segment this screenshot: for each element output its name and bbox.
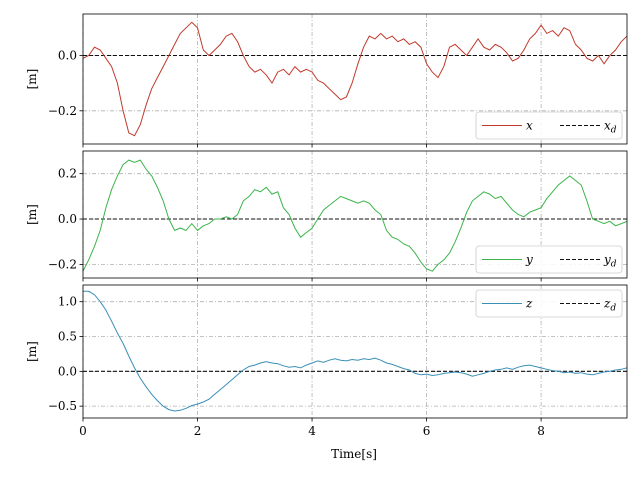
- y-tick-label-z-3: 1.0: [58, 295, 77, 309]
- y-tick-label-y-2: 0.2: [58, 167, 77, 181]
- x-tick-label-z-1: 2: [194, 424, 202, 438]
- y-tick-label-y-1: 0.0: [58, 212, 77, 226]
- series-line-x: [83, 21, 627, 137]
- y-axis-label-x: [m]: [25, 69, 39, 90]
- panel-x: −0.2 0.0 [m] x xd: [25, 13, 628, 148]
- y-tick-label-z-0: −0.5: [48, 399, 77, 413]
- y-tick-label-z-1: 0.0: [58, 364, 77, 378]
- y-tick-label-z-2: 0.5: [58, 330, 77, 344]
- legend-label-x: x: [526, 119, 533, 133]
- y-axis-label-y: [m]: [25, 204, 39, 225]
- legend-y: y yd: [475, 245, 623, 274]
- legend-x: x xd: [475, 111, 623, 140]
- series-line-y: [83, 159, 627, 272]
- axes-frame-y: [82, 150, 628, 279]
- y-tick-label-x-1: 0.0: [58, 48, 77, 62]
- series-line-z: [83, 290, 627, 412]
- legend-label-z: z: [525, 297, 533, 311]
- legend-box-x: [475, 111, 623, 140]
- axes-frame-z: [82, 284, 628, 419]
- x-axis-label: Time[s]: [331, 447, 377, 461]
- y-axis-label-z: [m]: [25, 341, 39, 362]
- legend-box-y: [475, 245, 623, 274]
- panel-y: −0.2 0.0 0.2 [m] y yd: [25, 150, 628, 282]
- axes-frame-x: [82, 13, 628, 145]
- x-tick-label-z-0: 0: [79, 424, 87, 438]
- x-tick-label-z-2: 4: [308, 424, 316, 438]
- y-tick-label-x-0: −0.2: [48, 104, 77, 118]
- y-tick-label-y-0: −0.2: [48, 257, 77, 271]
- legend-label-y: y: [525, 253, 533, 267]
- legend-box-z: [475, 289, 623, 318]
- x-tick-label-z-4: 8: [537, 424, 545, 438]
- x-tick-label-z-3: 6: [423, 424, 431, 438]
- legend-z: z zd: [475, 289, 623, 318]
- panel-z: −0.5 0.0 0.5 1.0 0 2 4 6 8 [m] z zd: [25, 284, 628, 438]
